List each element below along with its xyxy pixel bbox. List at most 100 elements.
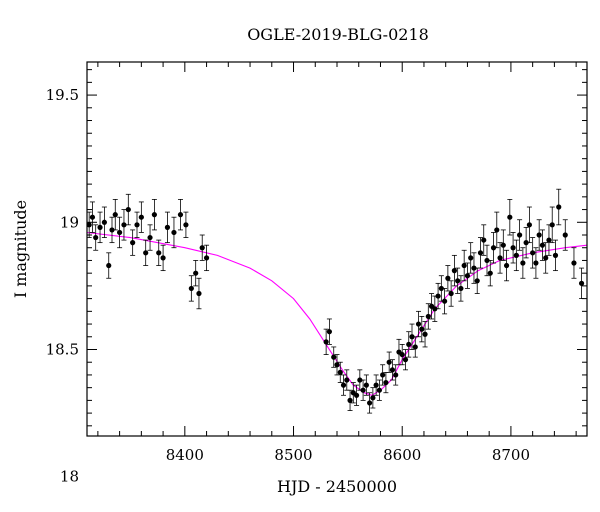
data-point: [481, 224, 487, 256]
point-marker: [344, 377, 350, 383]
point-marker: [367, 400, 373, 406]
point-marker: [474, 278, 480, 284]
data-point: [571, 247, 577, 279]
data-point: [367, 392, 373, 414]
data-point: [193, 260, 199, 287]
data-point: [151, 198, 157, 231]
data-point: [203, 244, 210, 272]
data-point: [536, 219, 542, 251]
data-point: [89, 201, 96, 233]
point-marker: [513, 252, 519, 258]
data-point: [334, 354, 340, 376]
point-marker: [370, 395, 376, 401]
point-marker: [125, 206, 131, 213]
point-marker: [406, 341, 412, 348]
point-marker: [399, 351, 405, 358]
data-point: [196, 277, 202, 310]
data-point: [435, 282, 441, 310]
data-point: [363, 374, 369, 396]
data-point: [412, 336, 418, 358]
point-marker: [530, 250, 536, 256]
point-marker: [353, 392, 360, 398]
x-tick-label: 8500: [274, 446, 312, 464]
data-point: [344, 369, 350, 391]
data-point: [402, 349, 409, 371]
point-marker: [196, 290, 202, 297]
data-point: [422, 321, 428, 348]
data-point: [396, 338, 402, 366]
data-point: [101, 206, 107, 238]
data-point: [503, 249, 510, 282]
point-marker: [93, 234, 99, 241]
point-marker: [422, 331, 428, 337]
point-marker: [445, 275, 451, 281]
data-point: [376, 379, 382, 401]
axis-layer: 8400 8500 8600 8700 18 18.5 19 19.5: [46, 62, 587, 486]
data-point: [461, 249, 467, 282]
point-marker: [507, 214, 513, 220]
data-point: [164, 211, 171, 244]
x-tick-label: 8700: [492, 446, 530, 464]
data-point: [549, 206, 555, 244]
data-point: [386, 351, 392, 373]
point-marker: [360, 387, 366, 393]
point-marker: [193, 270, 199, 276]
data-point: [442, 288, 448, 315]
point-marker: [143, 250, 149, 256]
point-marker: [490, 245, 497, 251]
data-point: [97, 211, 103, 244]
point-marker: [432, 306, 438, 312]
data-point: [326, 318, 332, 345]
point-marker: [458, 285, 464, 292]
data-point: [373, 374, 379, 396]
point-marker: [477, 250, 484, 256]
point-marker: [97, 224, 103, 230]
data-point: [425, 303, 431, 330]
data-point: [331, 346, 337, 368]
point-marker: [517, 232, 523, 238]
point-marker: [203, 255, 210, 261]
point-marker: [89, 214, 96, 220]
data-point: [106, 252, 112, 279]
data-point: [477, 237, 484, 269]
data-point: [468, 242, 474, 274]
point-marker: [393, 372, 399, 378]
point-marker: [461, 262, 467, 269]
point-marker: [556, 204, 562, 210]
point-marker: [156, 250, 162, 256]
model-curve: [87, 231, 587, 396]
point-marker: [331, 354, 337, 360]
y-tick-label: 19: [60, 213, 79, 231]
data-point: [415, 310, 422, 338]
point-marker: [419, 326, 425, 332]
point-marker: [130, 240, 136, 246]
point-marker: [347, 397, 353, 403]
point-marker: [412, 344, 418, 350]
point-marker: [138, 214, 144, 220]
data-point: [177, 198, 184, 231]
chart-title: OGLE-2019-BLG-0218: [247, 25, 429, 44]
point-marker: [451, 268, 457, 274]
point-marker: [438, 285, 444, 292]
point-marker: [468, 255, 474, 261]
point-marker: [520, 260, 526, 266]
data-point: [323, 328, 329, 355]
data-point: [533, 247, 539, 279]
point-marker: [571, 260, 577, 266]
point-marker: [425, 313, 431, 320]
data-point: [494, 211, 500, 249]
data-point: [530, 237, 536, 269]
point-marker: [117, 229, 123, 236]
data-point: [520, 247, 526, 279]
point-marker: [523, 240, 529, 246]
point-marker: [484, 257, 490, 264]
point-marker: [526, 222, 532, 228]
point-marker: [337, 369, 343, 375]
y-tick-label: 18: [60, 468, 79, 486]
x-tick-label: 8600: [383, 446, 421, 464]
point-marker: [481, 237, 487, 243]
point-marker: [435, 293, 441, 299]
point-marker: [389, 367, 396, 373]
point-marker: [199, 245, 205, 251]
